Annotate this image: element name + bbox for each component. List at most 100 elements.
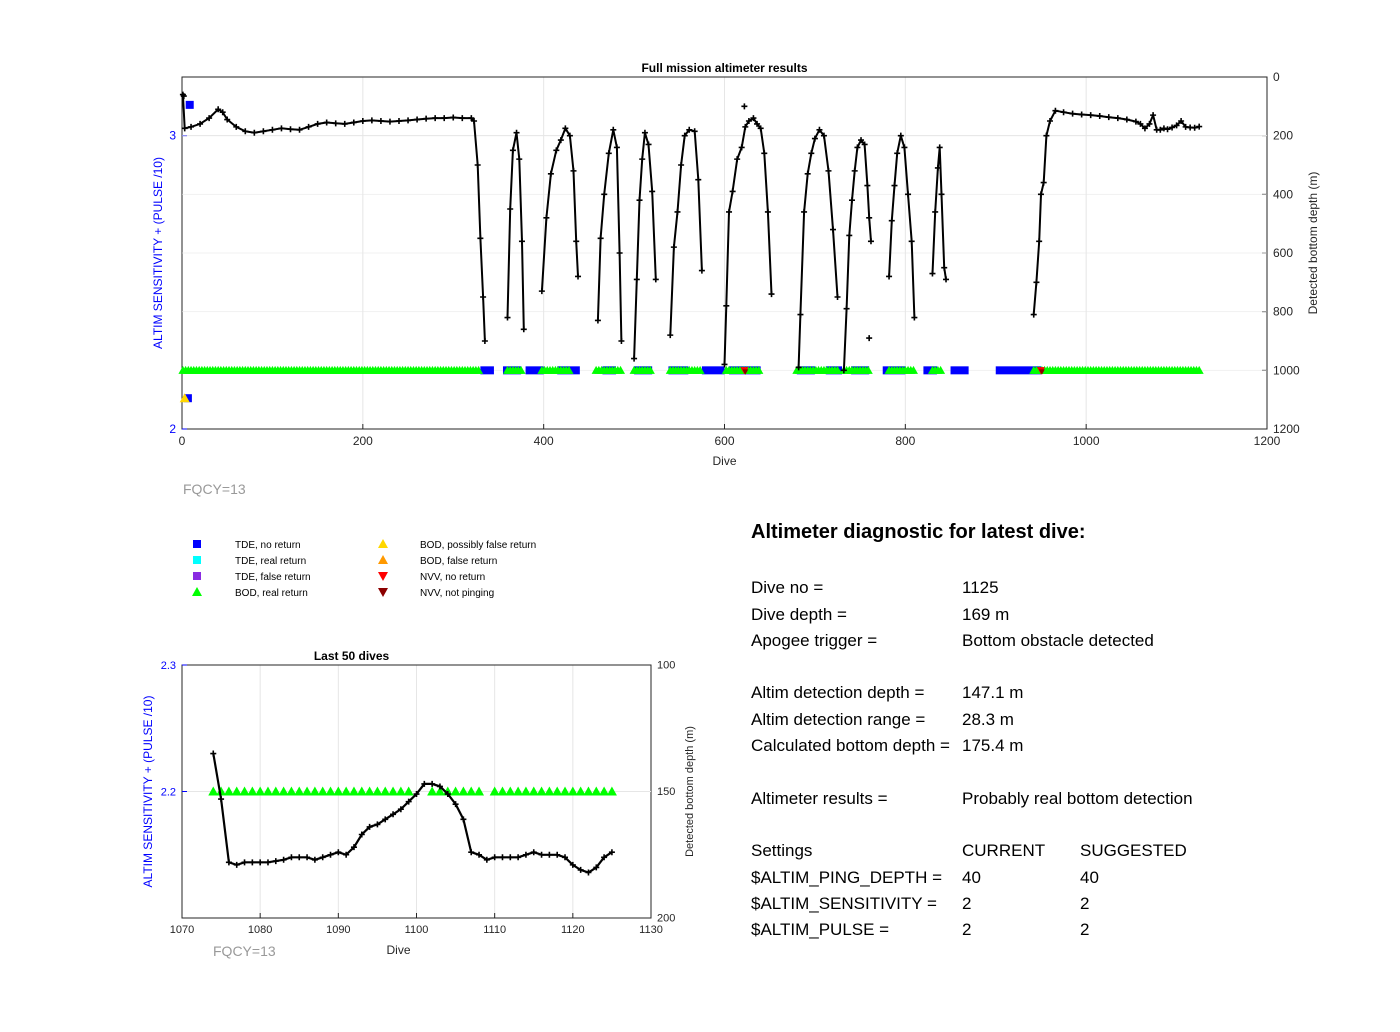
top-depth-point	[423, 115, 430, 122]
sensitivity-current: 2	[962, 893, 972, 913]
top-depth-point	[652, 276, 659, 283]
top-depth-point	[932, 208, 939, 215]
bottom-depth-point	[468, 849, 475, 856]
top-depth-point	[459, 115, 466, 122]
top-tde-no-return-run	[525, 366, 544, 375]
legend-label: NVV, no return	[420, 572, 485, 583]
top-depth-point	[566, 132, 573, 139]
top-depth-point	[547, 170, 554, 177]
top-depth-point	[846, 232, 853, 239]
suggested-header: SUGGESTED	[1080, 841, 1187, 861]
bottom-bod-real-return	[333, 786, 344, 796]
top-depth-point	[396, 118, 402, 124]
top-depth-point	[260, 128, 267, 135]
top-depth-point	[1047, 118, 1053, 124]
top-depth-point	[801, 208, 808, 215]
top-depth-point	[886, 273, 893, 280]
bottom-x-tick-label: 1130	[639, 924, 663, 936]
dive-depth-label: Dive depth =	[751, 604, 847, 624]
top-depth-point	[768, 291, 775, 298]
bottom-depth-point	[483, 856, 490, 863]
top-bod-real-return	[564, 365, 574, 374]
bottom-bod-real-return	[474, 786, 485, 796]
legend-label: NVV, not pinging	[420, 588, 494, 599]
top-depth-point	[1160, 125, 1167, 132]
legend-symbol	[193, 540, 201, 548]
bottom-bod-real-return	[364, 786, 375, 796]
bottom-depth-point	[374, 821, 381, 828]
bottom-depth-point	[608, 849, 615, 856]
top-depth-point	[723, 302, 730, 309]
top-depth-point	[641, 129, 648, 136]
top-depth-point	[1150, 112, 1157, 119]
altim-depth-row: Altim detection depth = 147.1 m	[751, 680, 1351, 706]
top-nvv-not-pinging	[742, 369, 749, 375]
top-depth-point	[901, 144, 908, 151]
diagnostic-title: Altimeter diagnostic for latest dive:	[751, 521, 1086, 543]
bottom-depth-point	[304, 854, 311, 861]
top-x-tick-label: 400	[534, 434, 554, 448]
top-depth-point	[1178, 118, 1185, 124]
altim-depth-value: 147.1 m	[962, 683, 1024, 703]
bottom-depth-point	[476, 851, 483, 858]
bottom-bod-real-return	[583, 786, 594, 796]
bottom-bod-real-return	[434, 786, 445, 796]
pulse-current: 2	[962, 920, 972, 940]
top-x-tick-label: 600	[714, 434, 734, 448]
top-depth-point	[368, 117, 375, 124]
top-tde-no-return-run	[950, 366, 969, 375]
top-depth-line	[596, 129, 623, 342]
top-depth-point	[936, 144, 943, 151]
bottom-depth-point	[577, 866, 584, 873]
sensitivity-label: $ALTIM_SENSITIVITY =	[751, 893, 937, 913]
bottom-depth-point	[444, 791, 451, 798]
top-depth-point	[905, 191, 912, 198]
top-depth-line	[723, 116, 773, 365]
top-depth-point	[734, 156, 741, 163]
top-nvv-not-pinging	[1038, 369, 1045, 375]
top-depth-line	[842, 138, 872, 371]
top-depth-point	[181, 125, 188, 132]
top-x-tick-label: 200	[353, 434, 373, 448]
top-bod-real-return	[474, 365, 484, 374]
bottom-depth-point	[233, 861, 240, 868]
altim-range-row: Altim detection range = 28.3 m	[751, 707, 1351, 733]
top-depth-point	[219, 109, 226, 116]
top-depth-point	[738, 144, 745, 151]
bottom-depth-point	[522, 851, 529, 858]
top-depth-point	[509, 147, 516, 154]
top-depth-point	[314, 120, 321, 127]
top-depth-point	[206, 115, 213, 122]
bottom-depth-point	[429, 780, 436, 787]
top-depth-point	[414, 116, 421, 123]
bottom-bod-real-return	[216, 786, 227, 796]
legend-symbol	[378, 588, 388, 597]
top-x-tick-label: 1000	[1073, 434, 1100, 448]
top-depth-series	[179, 91, 1203, 374]
top-depth-point	[761, 150, 768, 157]
pulse-suggested: 2	[1080, 920, 1090, 940]
bottom-depth-point	[225, 859, 232, 866]
bottom-depth-point	[593, 864, 600, 871]
top-right-tick-label: 1000	[1273, 363, 1300, 377]
top-right-tick-label: 600	[1273, 246, 1293, 260]
top-depth-point	[645, 141, 652, 148]
bottom-bod-real-return	[223, 786, 234, 796]
top-depth-point	[911, 314, 918, 321]
top-depth-point	[674, 208, 681, 215]
bottom-depth-point	[218, 796, 225, 803]
top-bod-real-return	[936, 365, 946, 374]
ping-depth-label: $ALTIM_PING_DEPTH =	[751, 867, 942, 887]
top-depth-point	[941, 264, 948, 271]
top-depth-point	[597, 235, 604, 242]
bottom-bod-real-return	[427, 786, 438, 796]
bottom-bod-real-return	[255, 786, 266, 796]
top-depth-point	[1169, 124, 1176, 131]
top-right-tick-label: 200	[1273, 129, 1293, 143]
bottom-bod-real-return	[505, 786, 516, 796]
bottom-depth-point	[601, 854, 608, 861]
bottom-depth-point	[421, 780, 428, 787]
bottom-bod-real-return	[520, 786, 531, 796]
bottom-x-tick-label: 1080	[248, 924, 272, 936]
top-bod-real-return	[754, 365, 764, 374]
